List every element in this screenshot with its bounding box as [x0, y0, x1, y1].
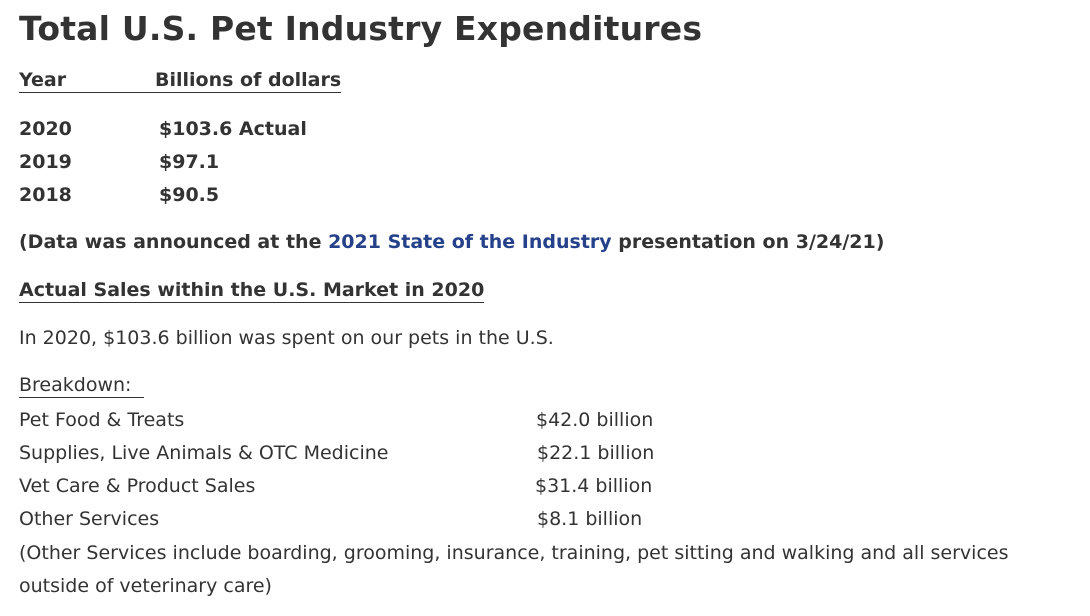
note-prefix: (Data was announced at the: [19, 231, 329, 253]
state-of-industry-link[interactable]: 2021 State of the Industry: [328, 231, 612, 253]
footnote-text: (Other Services include boarding, groomi…: [19, 542, 1009, 597]
value-cell: $103.6 Actual: [159, 118, 307, 140]
list-item: Supplies, Live Animals & OTC Medicine $2…: [19, 439, 719, 467]
value-cell: $97.1: [159, 151, 220, 173]
header-billions: Billions of dollars: [155, 69, 342, 93]
section-heading: Actual Sales within the U.S. Market in 2…: [19, 279, 485, 303]
summary-text: In 2020, $103.6 billion was spent on our…: [19, 327, 554, 349]
breakdown-amount: $22.1 billion: [537, 442, 655, 464]
list-item: Vet Care & Product Sales $31.4 billion: [19, 472, 719, 500]
breakdown-category: Supplies, Live Animals & OTC Medicine: [19, 442, 389, 464]
list-item: Other Services $8.1 billion: [19, 505, 719, 533]
breakdown-category: Other Services: [19, 508, 160, 530]
page-title: Total U.S. Pet Industry Expenditures: [19, 9, 703, 48]
list-item: Pet Food & Treats $42.0 billion: [19, 406, 719, 434]
note-suffix: presentation on 3/24/21): [611, 231, 885, 253]
breakdown-category: Vet Care & Product Sales: [19, 475, 256, 497]
data-source-note: (Data was announced at the 2021 State of…: [19, 229, 884, 255]
year-cell: 2020: [19, 118, 72, 140]
breakdown-amount: $8.1 billion: [537, 508, 643, 530]
value-cell: $90.5: [159, 184, 220, 206]
breakdown-amount: $31.4 billion: [535, 475, 653, 497]
header-year: Year: [19, 69, 155, 93]
breakdown-category: Pet Food & Treats: [19, 409, 185, 431]
breakdown-heading: Breakdown:: [19, 374, 144, 398]
breakdown-amount: $42.0 billion: [536, 409, 654, 431]
year-cell: 2019: [19, 151, 72, 173]
year-cell: 2018: [19, 184, 72, 206]
